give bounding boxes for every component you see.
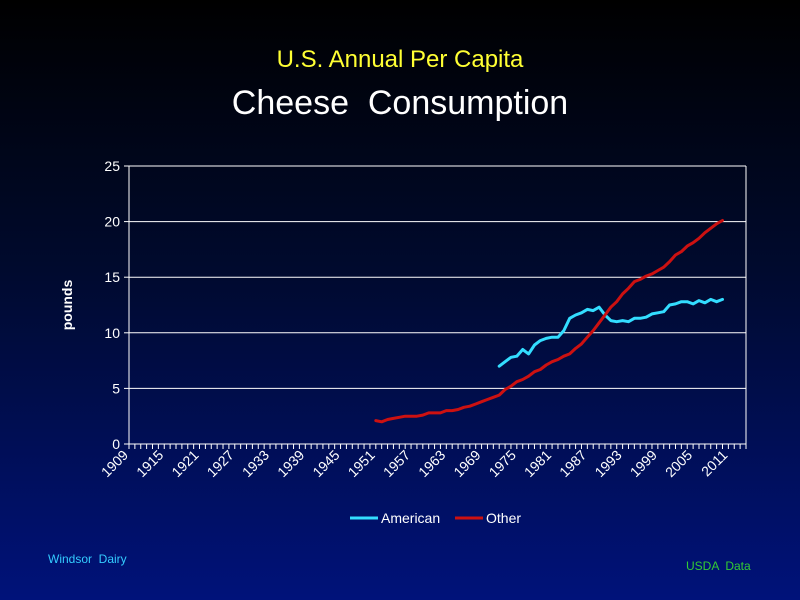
x-tick-label: 2011 bbox=[698, 447, 731, 480]
x-tick-label: 1927 bbox=[204, 447, 237, 480]
series-line-other bbox=[374, 219, 724, 424]
x-tick-label: 2005 bbox=[662, 447, 695, 480]
x-tick-label: 1969 bbox=[450, 447, 483, 480]
x-tick-label: 1921 bbox=[168, 447, 201, 480]
x-tick-label: 1963 bbox=[415, 447, 448, 480]
x-tick-label: 1951 bbox=[345, 447, 378, 480]
y-tick-label: 5 bbox=[112, 380, 120, 396]
x-tick-label: 1939 bbox=[274, 447, 307, 480]
x-tick-label: 1987 bbox=[556, 447, 589, 480]
x-tick-label: 1975 bbox=[486, 447, 519, 480]
footer-source-left: Windsor Dairy bbox=[48, 552, 127, 566]
axes bbox=[124, 165, 747, 449]
x-tick-label: 1945 bbox=[309, 447, 342, 480]
y-tick-label: 15 bbox=[104, 269, 120, 285]
legend: American Other bbox=[350, 510, 521, 526]
x-tick-label: 1957 bbox=[380, 447, 413, 480]
series-line-american bbox=[497, 297, 724, 368]
x-tick-label: 1999 bbox=[627, 447, 660, 480]
legend-label-other: Other bbox=[486, 510, 521, 526]
x-tick-label: 1993 bbox=[591, 447, 624, 480]
y-axis-label: pounds bbox=[59, 280, 75, 331]
y-tick-label: 25 bbox=[104, 158, 120, 174]
x-tick-label: 1933 bbox=[239, 447, 272, 480]
x-tick-label: 1981 bbox=[521, 447, 554, 480]
x-tick-label: 1909 bbox=[98, 447, 131, 480]
x-tick-label: 1915 bbox=[133, 447, 166, 480]
y-tick-label: 0 bbox=[112, 436, 120, 452]
series-lines bbox=[374, 219, 724, 424]
y-tick-label: 20 bbox=[104, 214, 120, 230]
y-tick-label: 10 bbox=[104, 325, 120, 341]
gridlines bbox=[129, 165, 746, 389]
slide-title: Cheese Consumption bbox=[231, 84, 569, 122]
slide-subtitle: U.S. Annual Per Capita bbox=[276, 46, 524, 73]
footer-source-right: USDA Data bbox=[686, 559, 751, 573]
legend-label-american: American bbox=[381, 510, 440, 526]
